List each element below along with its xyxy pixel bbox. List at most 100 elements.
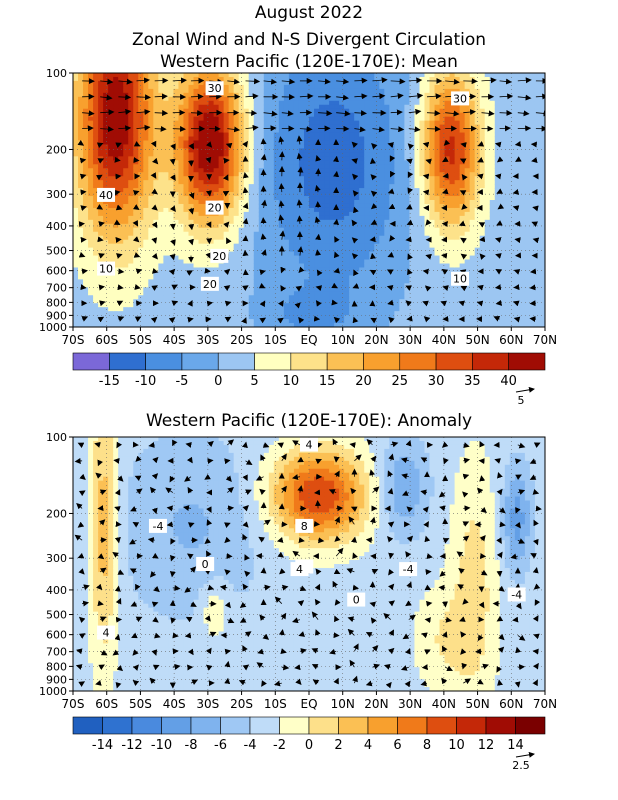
field-cell [203,140,210,146]
field-cell [273,319,280,324]
field-cell [88,283,94,288]
field-cell [103,243,109,249]
field-cell [128,263,134,269]
field-cell [439,116,446,122]
field-cell [93,211,99,217]
field-cell [303,235,310,241]
field-cell [238,219,245,225]
field-cell [168,132,175,138]
field-cell [314,76,320,82]
field-cell [424,319,431,324]
field-cell [173,180,180,185]
field-cell [424,116,431,122]
field-cell [223,116,230,122]
field-cell [233,299,240,304]
field-cell [314,116,320,122]
field-cell [243,235,250,241]
field-cell [309,323,315,327]
field-cell [183,247,190,253]
field-cell [379,279,385,284]
field-cell [253,160,260,165]
field-cell [98,207,104,213]
field-cell [223,243,230,249]
field-cell [193,124,200,130]
field-cell [83,172,89,177]
field-cell [233,124,240,130]
field-cell [339,73,345,78]
field-cell [253,311,260,316]
field-cell [314,104,320,110]
field-cell [339,255,345,261]
field-cell [454,116,461,122]
field-cell [183,124,190,130]
field-cell [248,172,255,177]
field-cell [439,152,446,157]
field-cell [394,144,400,150]
field-cell [354,287,360,292]
field-cell [118,156,124,161]
field-cell [118,120,124,126]
field-cell [439,100,446,106]
field-cell [103,295,109,300]
field-cell [243,319,250,324]
field-cell [98,104,104,110]
field-cell [454,168,461,173]
field-cell [103,124,109,130]
field-cell [339,104,345,110]
field-cell [404,247,411,253]
field-cell [293,160,300,165]
field-cell [293,283,300,288]
field-cell [173,295,180,300]
field-cell [98,279,104,284]
field-cell [133,136,139,142]
field-cell [298,219,305,225]
field-cell [138,319,144,324]
field-cell [248,192,255,197]
field-cell [369,263,375,269]
field-cell [103,108,109,114]
field-cell [309,180,315,185]
field-cell [143,231,149,237]
field-cell [168,227,175,233]
field-cell [118,144,124,150]
field-cell [449,227,456,233]
field-cell [248,100,255,106]
field-cell [434,255,441,261]
field-cell [78,295,84,300]
field-cell [324,299,330,304]
field-cell [273,164,280,169]
field-cell [203,259,210,265]
field-cell [193,219,200,225]
field-cell [118,164,124,169]
field-cell [103,132,109,138]
field-cell [324,108,330,114]
field-cell [98,203,104,209]
field-cell [183,76,190,82]
field-cell [168,152,175,157]
field-cell [278,259,285,265]
field-cell [273,211,280,217]
field-cell [238,203,245,209]
field-cell [419,215,426,221]
field-cell [344,180,350,185]
field-cell [454,156,461,161]
field-cell [394,124,400,130]
field-cell [243,263,250,269]
field-cell [83,184,89,189]
field-cell [188,116,195,122]
field-cell [213,315,220,320]
field-cell [263,196,270,201]
field-cell [379,100,385,106]
field-cell [163,279,169,284]
field-cell [258,319,265,324]
field-cell [439,80,446,86]
field-cell [429,219,436,225]
field-cell [83,76,89,82]
field-cell [309,275,315,280]
field-cell [409,132,416,138]
field-cell [389,303,395,308]
field-cell [303,120,310,126]
field-cell [108,287,114,292]
field-cell [344,104,350,110]
field-cell [384,203,390,209]
